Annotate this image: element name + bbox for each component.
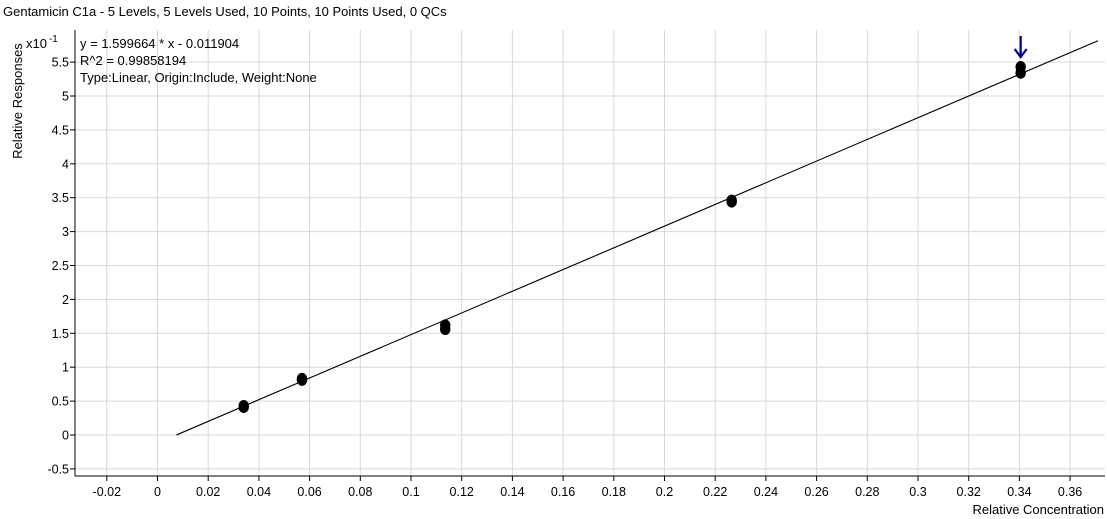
y-tick-label: 0 xyxy=(62,429,69,443)
y-multiplier-exponent: -1 xyxy=(49,34,58,45)
x-tick-label: 0.08 xyxy=(348,485,372,499)
x-tick-label: 0.02 xyxy=(196,485,220,499)
x-tick-label: 0.18 xyxy=(602,485,626,499)
grid-lines xyxy=(75,30,1105,476)
x-tick-label: 0.34 xyxy=(1007,485,1031,499)
r-squared-text: R^2 = 0.99858194 xyxy=(80,53,186,68)
y-multiplier: x10 -1 xyxy=(26,34,58,51)
y-tick-label: 2.5 xyxy=(52,259,69,273)
y-tick-label: 1.5 xyxy=(52,327,69,341)
x-tick-label: 0.36 xyxy=(1058,485,1082,499)
data-point xyxy=(238,400,249,412)
x-axis-label: Relative Concentration xyxy=(972,502,1104,517)
x-tick-label: 0.24 xyxy=(754,485,778,499)
plot-frame xyxy=(74,30,1105,477)
x-axis-ticks: -0.02 0 0.02 0.04 0.06 0.08 0.1 0.12 0.14 0.16 0.1… xyxy=(93,476,1082,499)
x-tick-label: 0.12 xyxy=(450,485,474,499)
x-tick-label: 0 xyxy=(154,485,161,499)
data-point xyxy=(440,319,451,331)
y-tick-label: 5 xyxy=(62,90,69,104)
chart-title: Gentamicin C1a - 5 Levels, 5 Levels Used… xyxy=(3,4,447,19)
x-tick-label: 0.22 xyxy=(703,485,727,499)
x-tick-label: -0.02 xyxy=(93,485,122,499)
equation-text: y = 1.599664 * x - 0.011904 xyxy=(80,36,239,51)
y-tick-label: 4.5 xyxy=(52,123,69,137)
x-tick-label: 0.32 xyxy=(957,485,981,499)
y-tick-label: 2 xyxy=(62,293,69,307)
y-axis-ticks: -0.5 0 0.5 1 1.5 2 2.5 3 3.5 4 4.5 5 5.5 xyxy=(47,56,75,476)
y-tick-label: 4 xyxy=(62,157,69,171)
y-tick-label: -0.5 xyxy=(47,462,69,476)
data-point xyxy=(726,194,737,207)
fit-info-text: Type:Linear, Origin:Include, Weight:None xyxy=(80,70,317,85)
x-tick-label: 0.26 xyxy=(804,485,828,499)
selected-point-arrow-icon xyxy=(1013,36,1028,59)
x-tick-label: 0.04 xyxy=(247,485,271,499)
y-axis-label: Relative Responses xyxy=(10,43,25,159)
x-tick-label: 0.28 xyxy=(855,485,879,499)
x-tick-label: 0.06 xyxy=(297,485,321,499)
data-point xyxy=(1015,61,1026,73)
data-points xyxy=(238,61,1026,414)
regression-line xyxy=(176,40,1099,436)
x-tick-label: 0.3 xyxy=(909,485,926,499)
x-tick-label: 0.2 xyxy=(656,485,673,499)
data-point xyxy=(296,372,308,385)
y-tick-label: 1 xyxy=(62,361,69,375)
y-tick-label: 3.5 xyxy=(52,191,69,205)
x-tick-label: 0.16 xyxy=(551,485,575,499)
arrow-head xyxy=(1013,48,1028,59)
y-tick-label: 0.5 xyxy=(52,395,69,409)
x-tick-label: 0.14 xyxy=(500,485,524,499)
y-multiplier-base: x10 xyxy=(26,36,47,51)
y-tick-label: 5.5 xyxy=(52,56,69,70)
x-tick-label: 0.1 xyxy=(402,485,419,499)
y-tick-label: 3 xyxy=(62,225,69,239)
